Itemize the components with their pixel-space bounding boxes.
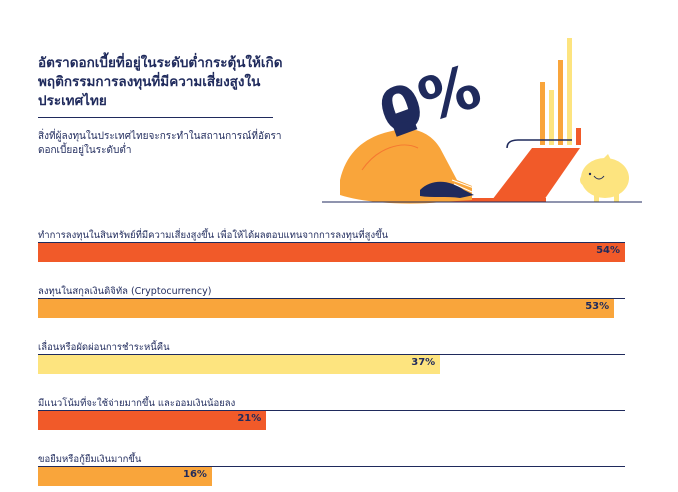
- piggy-bank: [581, 158, 629, 198]
- laptop-cable: [506, 139, 572, 149]
- laptop-screen: [492, 148, 580, 200]
- bar-row-divider: [38, 242, 625, 243]
- illus-bar-1: [540, 82, 545, 145]
- bar-value-label: 37%: [411, 357, 436, 368]
- illus-bar-5: [576, 128, 581, 145]
- bar-category-label: ขอยืมหรือกู้ยืมเงินมากขึ้น: [38, 454, 142, 465]
- bar-row-divider: [38, 354, 625, 355]
- bar-row-divider: [38, 410, 625, 411]
- bar: 37%: [38, 355, 441, 374]
- bar: 21%: [38, 411, 267, 430]
- illus-bar-3: [558, 60, 563, 145]
- hands: [420, 181, 474, 198]
- bar: 54%: [38, 243, 625, 262]
- illus-bar-4: [567, 38, 572, 145]
- chart-title: อัตราดอกเบี้ยที่อยู่ในระดับต่ำกระตุ้นให้…: [38, 55, 283, 109]
- chart-subtitle: สิ่งที่ผู้ลงทุนในประเทศไทยจะกระทำในสถานก…: [38, 131, 282, 156]
- bar-category-label: มีแนวโน้มที่จะใช้จ่ายมากขึ้น และออมเงินน…: [38, 398, 236, 409]
- illus-bar-2: [549, 90, 554, 145]
- bar-value-label: 21%: [237, 413, 262, 424]
- bar-category-label: เลื่อนหรือผัดผ่อนการชำระหนี้คืน: [38, 342, 170, 353]
- bar-category-label: ทำการลงทุนในสินทรัพย์ที่มีความเสี่ยงสูงข…: [38, 230, 389, 241]
- title-divider: [38, 117, 273, 118]
- laptop-base: [430, 198, 546, 202]
- bar-value-label: 53%: [585, 301, 610, 312]
- bar-value-label: 54%: [596, 245, 620, 256]
- bar-row-divider: [38, 298, 625, 299]
- bar-row-divider: [38, 466, 625, 467]
- bar-value-label: 16%: [182, 469, 207, 480]
- investor-illustration: 0%: [322, 38, 642, 204]
- bar: 53%: [38, 299, 615, 318]
- bar: 16%: [38, 467, 212, 486]
- bar-category-label: ลงทุนในสกุลเงินดิจิทัล (Cryptocurrency): [38, 286, 212, 297]
